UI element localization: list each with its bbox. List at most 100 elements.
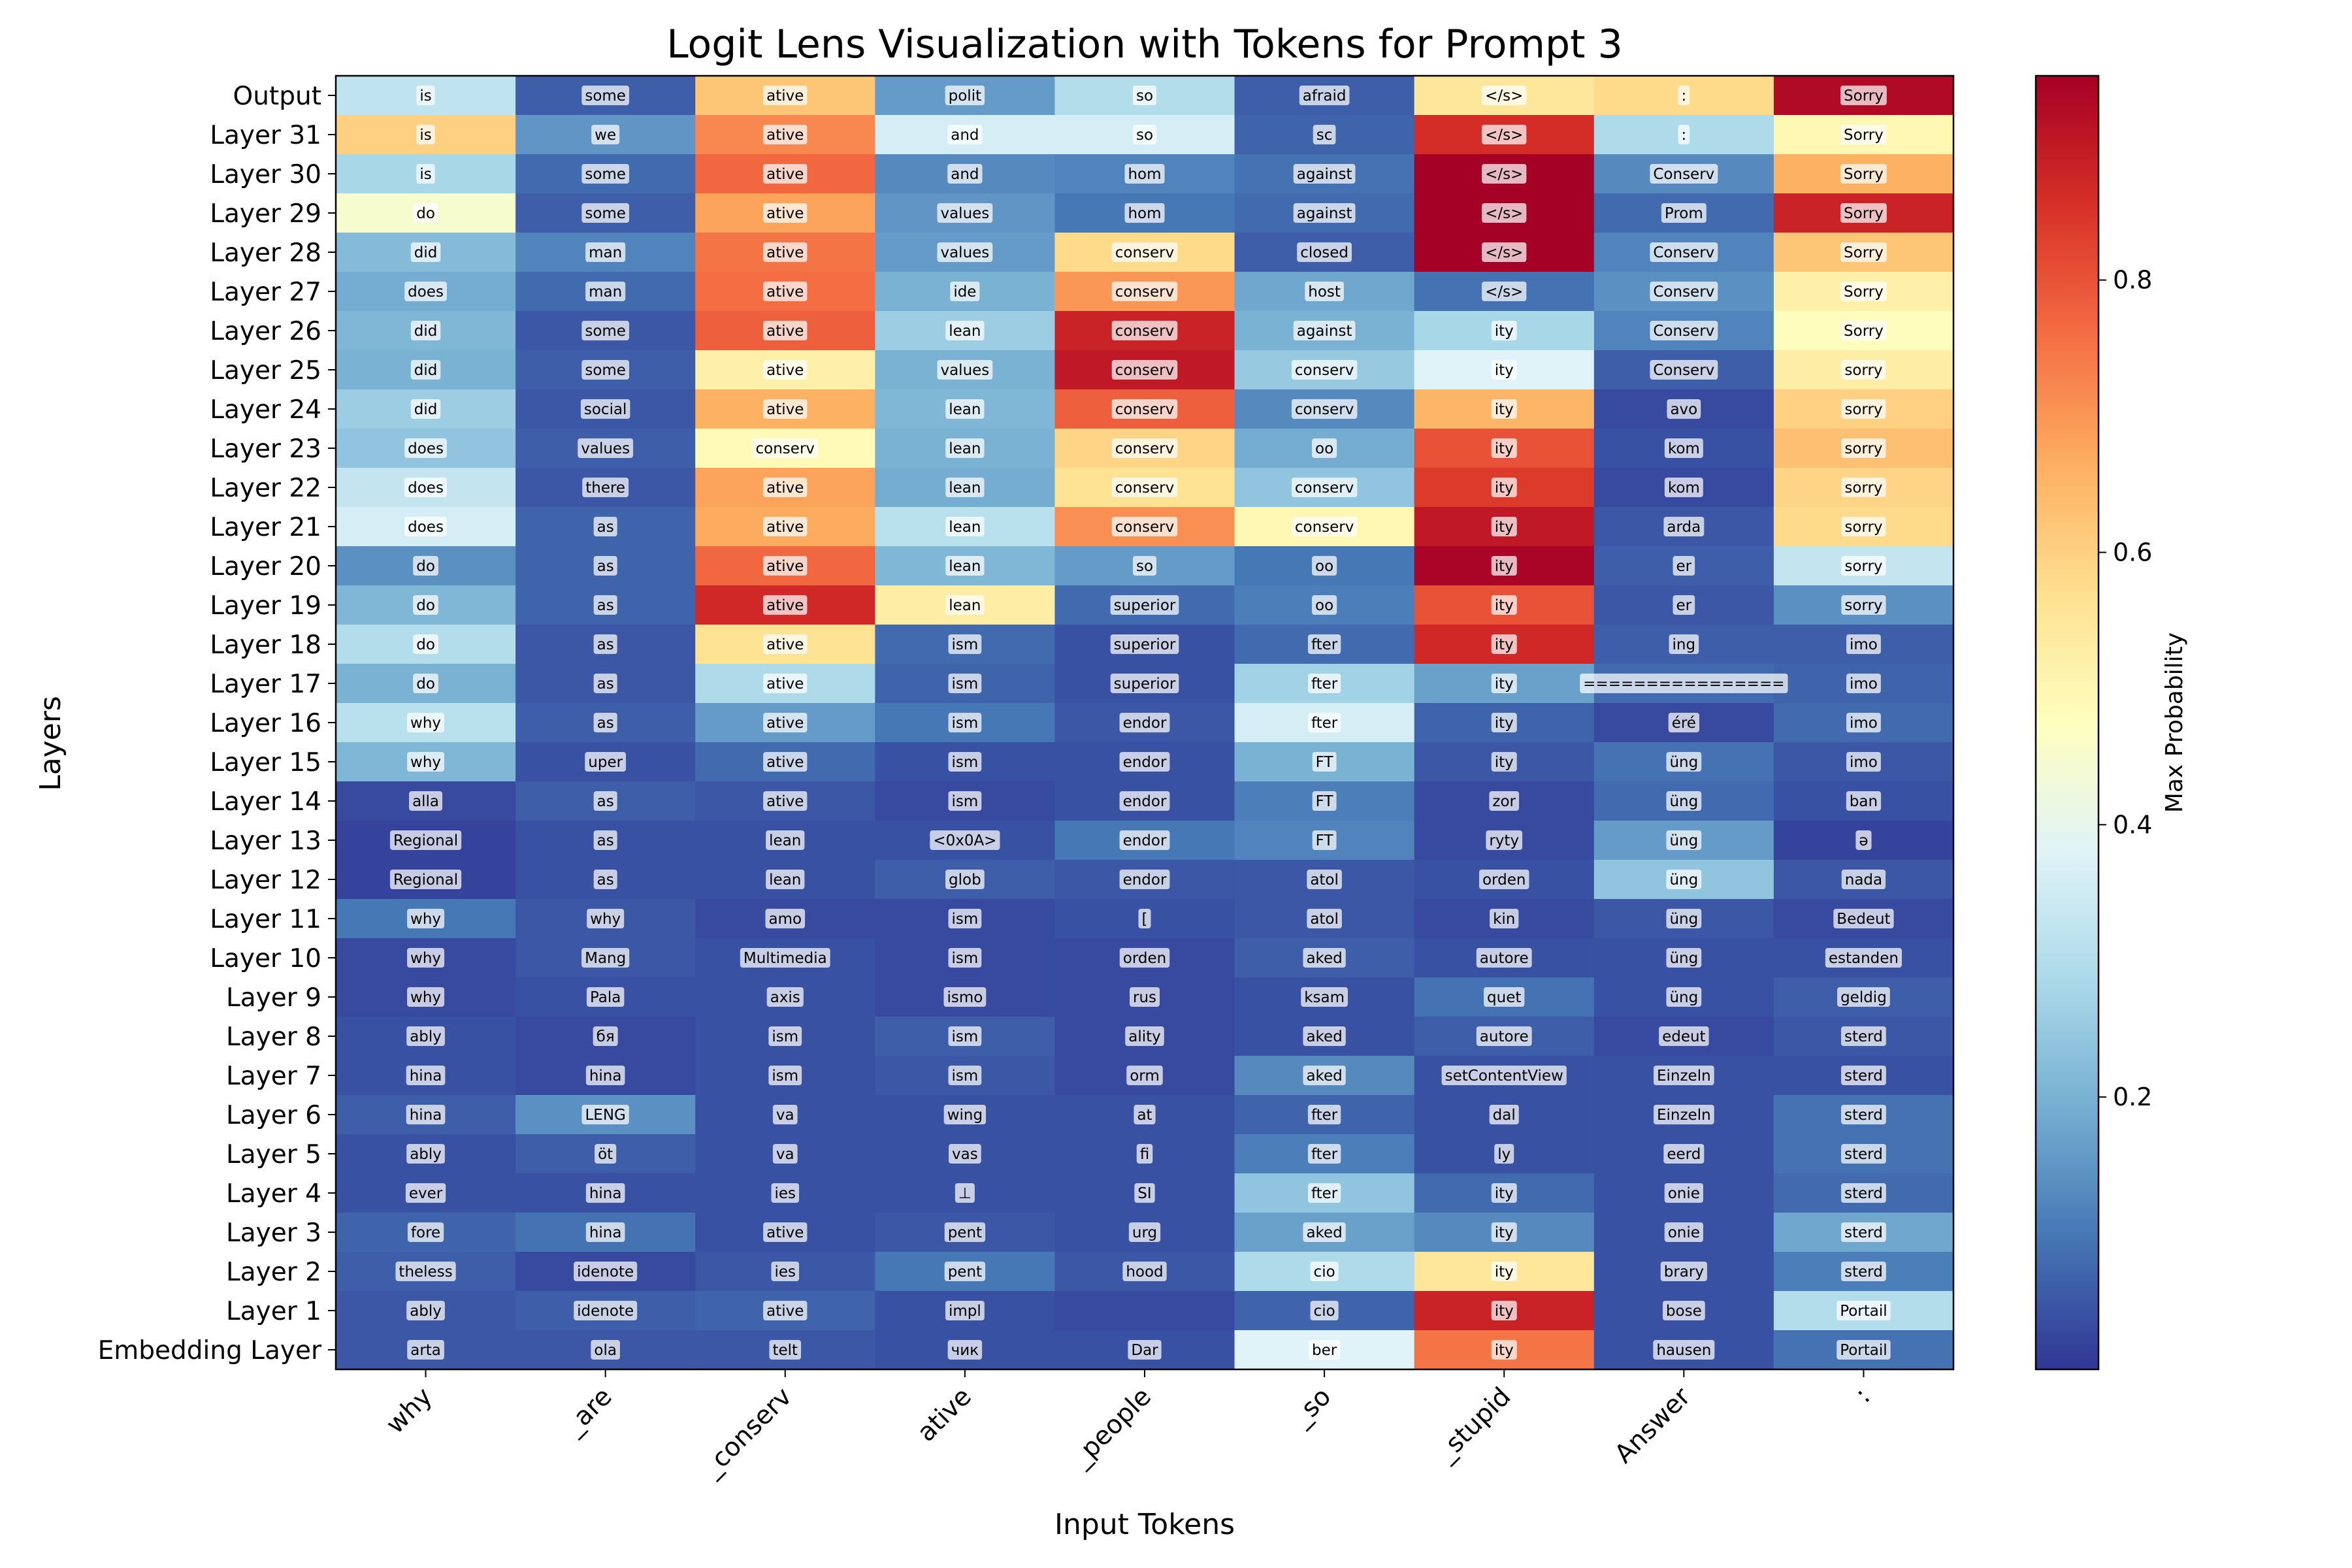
cell-token-text: did [414,401,438,418]
cell-token-label-bg [1111,282,1178,301]
cell-token-label-bg [1666,752,1702,772]
cell-token-label: estanden [1825,948,1903,968]
cell-token-text: telt [772,1342,798,1359]
cell-token-text: cio [1314,1264,1335,1281]
cell-token-text: why [410,989,441,1006]
cell-token-label-bg [1312,595,1337,615]
cell-token-label-bg [763,1222,808,1242]
cell-token-label-bg [1119,870,1170,889]
y-tick-label: Layer 5 [226,1140,321,1169]
cell-token-label-bg [1111,438,1178,458]
cell-token-label-bg [763,86,808,105]
x-tick-label: Answer [1609,1382,1697,1469]
cell-token-text: alla [412,793,439,810]
cell-token-label-bg [585,242,626,262]
cell-token-label-bg [772,1105,798,1124]
cell-token-label-bg [943,1105,987,1124]
cell-token-label: Conserv [1650,360,1718,380]
cell-token-label: ide [950,282,980,301]
cell-token-text: so [1136,558,1153,575]
cell-token-label-bg [1841,595,1886,615]
cell-token-label-bg [768,1026,802,1046]
cell-token-label: ably [406,1144,445,1164]
cell-token-label-bg [593,634,617,654]
cell-token-text: sterd [1844,1146,1883,1163]
cell-token-label-bg [763,634,808,654]
cell-token-label-bg [581,1105,629,1124]
cell-token-text: why [590,911,621,928]
cell-token-text: orden [1123,950,1166,967]
cell-token-label: ative [763,125,808,144]
cell-token-label: conserv [1291,399,1358,419]
colorbar-tick-label: 0.4 [2113,810,2152,839]
cell-token-label: ismo [943,987,987,1007]
y-tick-label: Layer 17 [210,670,321,699]
cell-token-text: Pala [590,989,621,1006]
cell-token-label: ative [763,517,808,536]
y-tick-label: Layer 7 [226,1062,321,1091]
cell-token-label-bg [410,242,441,262]
cell-token-label: ism [948,791,982,811]
cell-token-label: values [937,242,993,262]
cell-token-text: wing [947,1107,983,1124]
cell-token-label: hina [406,1066,446,1085]
cell-token-text: urg [1132,1224,1157,1241]
cell-token-label: ism [948,948,982,968]
cell-token-text: kom [1668,480,1700,497]
cell-token-text: Regional [393,832,458,849]
cell-token-label-bg [574,1301,638,1320]
cell-token-label-bg [1664,1222,1703,1242]
cell-token-label: Sorry [1840,282,1887,301]
cell-token-label: va [772,1105,798,1124]
y-tick-label: Layer 18 [210,630,321,660]
cell-token-label: geldig [1837,987,1890,1007]
cell-token-label-bg [389,830,462,850]
cell-token-label: some [581,86,629,105]
cell-token-label-bg [1482,282,1527,301]
cell-token-label-bg [768,1066,802,1085]
cell-token-text: ever [409,1185,443,1202]
cell-token-text: ism [951,715,978,732]
plot-frame [335,74,1955,1371]
cell-token-text: conserv [1115,244,1175,261]
cell-token-text: theless [399,1264,452,1281]
cell-token-text: ity [1495,558,1514,575]
cell-token-text: va [776,1107,794,1124]
cell-token-label: hina [585,1183,625,1203]
cell-token-text: conserv [1295,401,1354,418]
cell-token-label: endor [1119,752,1170,772]
cell-token-text: öt [598,1146,613,1163]
cell-token-label: ryty [1486,830,1523,850]
cell-token-label: superior [1110,595,1179,615]
cell-token-label-bg [948,674,982,693]
cell-token-text: values [940,205,989,222]
cell-token-label-bg [1299,86,1350,105]
cell-token-label: Conserv [1650,282,1718,301]
cell-token-text: Sorry [1844,88,1884,105]
cell-token-label: why [587,909,625,928]
cell-token-label-bg [948,909,982,928]
y-tick-label: Layer 22 [210,474,321,503]
y-tick-label: Layer 21 [210,513,321,542]
cell-token-label-bg [1580,674,1788,693]
cell-token-text: Multimedia [743,950,827,967]
cell-token-label-bg [1840,282,1887,301]
cell-token-label-bg [763,282,808,301]
cell-token-text: geldig [1840,989,1887,1006]
cell-token-text: hina [589,1068,622,1085]
cell-token-text: ism [951,911,978,928]
cell-token-label-bg [1840,164,1887,184]
cell-token-text: ing [1673,636,1696,653]
cell-token-label-bg [1482,125,1527,144]
cell-token-text: why [410,715,441,732]
cell-token-label: wing [943,1105,987,1124]
cell-token-text: estanden [1829,950,1899,967]
cell-token-label-bg [404,438,447,458]
cell-token-text: Regional [393,872,458,889]
cell-token-text: why [410,911,441,928]
cell-token-label: atol [1307,870,1342,889]
cell-token-label-bg [1666,987,1702,1007]
cell-token-text: ity [1495,1224,1514,1241]
cell-token-label: hina [585,1222,625,1242]
cell-token-label-bg [1650,164,1718,184]
